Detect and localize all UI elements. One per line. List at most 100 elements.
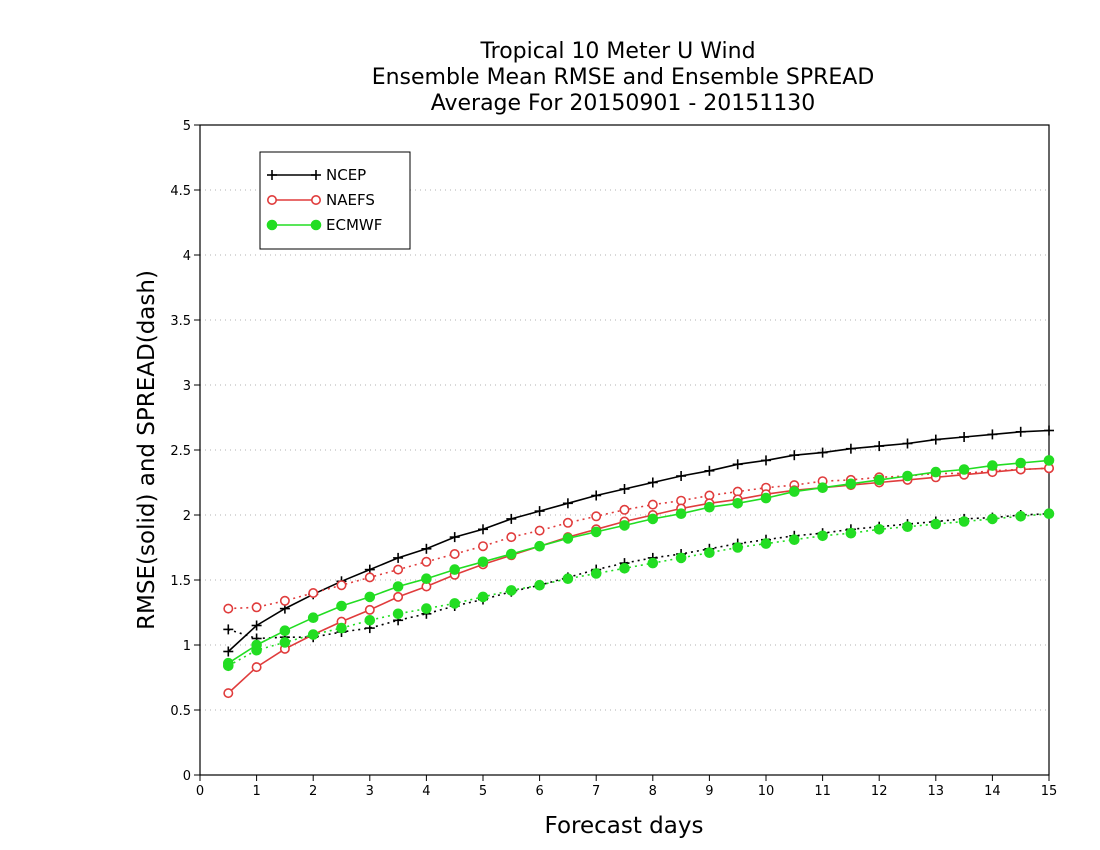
- legend-marker-naefs: [266, 195, 277, 206]
- naefs-rmse-point: [393, 591, 404, 602]
- naefs-spread-point: [364, 572, 375, 583]
- ecmwf-rmse-point: [930, 466, 942, 478]
- ecmwf-spread-point: [392, 608, 404, 620]
- legend: NCEP NAEFS ECMWF: [259, 151, 411, 250]
- y-tick-label: 3: [183, 379, 191, 394]
- ecmwf-rmse-point: [987, 460, 998, 471]
- legend-entry-ncep: NCEP: [267, 166, 366, 184]
- ecmwf-spread-point: [675, 552, 687, 564]
- legend-marker-ecmwf: [266, 219, 278, 231]
- x-tick-label: 6: [535, 784, 543, 799]
- ncep-rmse-point: [393, 552, 404, 563]
- ecmwf-spread-point: [987, 513, 998, 525]
- ecmwf-rmse-point: [534, 540, 545, 552]
- y-tick-label: 1: [183, 639, 191, 654]
- naefs-rmse-line: [227, 467, 1050, 694]
- legend-label-ecmwf: ECMWF: [326, 216, 382, 234]
- ecmwf-rmse-point: [392, 581, 404, 592]
- ncep-rmse-point: [902, 438, 913, 449]
- legend-marker-ncep: [311, 170, 321, 180]
- ecmwf-spread-point: [336, 622, 347, 634]
- x-tick-label: 13: [928, 784, 945, 799]
- legend-entry-ecmwf: ECMWF: [266, 216, 382, 234]
- y-tick-label: 2: [183, 509, 191, 524]
- y-tick-label: 1.5: [170, 574, 191, 589]
- ecmwf-spread-point: [732, 542, 744, 553]
- naefs-rmse-point: [251, 662, 262, 673]
- ecmwf-spread-point: [647, 557, 659, 569]
- ecmwf-spread-point: [789, 534, 800, 546]
- naefs-spread-point: [449, 548, 460, 559]
- ecmwf-rmse-line: [227, 459, 1050, 664]
- ncep-rmse-point: [478, 524, 488, 535]
- ncep-rmse-point: [534, 506, 545, 517]
- legend-entry-naefs: NAEFS: [266, 191, 375, 209]
- ecmwf-rmse-point: [732, 498, 744, 509]
- ncep-rmse-point: [930, 434, 941, 445]
- ncep-rmse-point: [1044, 425, 1054, 436]
- series-ecmwf-spread: [223, 508, 1055, 672]
- x-tick-label: 7: [592, 784, 600, 799]
- x-tick-label: 3: [366, 784, 374, 799]
- chart-title-line-2: Ensemble Mean RMSE and Ensemble SPREAD: [372, 65, 875, 90]
- naefs-spread-point: [477, 541, 488, 552]
- ncep-rmse-point: [619, 484, 630, 494]
- series-group: [223, 425, 1055, 699]
- x-tick-label: 14: [984, 784, 1001, 799]
- y-tick-label: 3.5: [170, 314, 191, 329]
- ecmwf-rmse-point: [590, 526, 602, 538]
- ecmwf-spread-point: [845, 527, 857, 539]
- ecmwf-rmse-point: [562, 533, 574, 544]
- ecmwf-spread-point: [449, 598, 461, 609]
- ecmwf-rmse-point: [958, 464, 970, 475]
- ncep-rmse-point: [676, 471, 687, 481]
- x-tick-label: 0: [196, 784, 204, 799]
- y-tick-label: 2.5: [170, 444, 191, 459]
- x-tick-label: 5: [479, 784, 487, 799]
- ncep-rmse-point: [987, 429, 998, 440]
- naefs-spread-line: [228, 467, 1050, 610]
- x-tick-label: 10: [758, 784, 775, 799]
- ecmwf-spread-point: [562, 573, 574, 585]
- chart-title-line-1: Tropical 10 Meter U Wind: [479, 39, 755, 64]
- naefs-spread-point: [562, 517, 573, 528]
- ncep-rmse-point: [562, 498, 573, 509]
- ncep-spread-line: [228, 512, 1050, 640]
- y-tick-label: 5: [183, 119, 191, 134]
- ncep-rmse-point: [704, 465, 715, 476]
- ecmwf-spread-point: [930, 518, 942, 530]
- legend-marker-ncep: [267, 170, 277, 180]
- y-tick-label: 4.5: [170, 184, 191, 199]
- ncep-rmse-point: [421, 543, 432, 554]
- grid: [200, 189, 1049, 711]
- x-tick-label: 11: [814, 784, 831, 799]
- ncep-rmse-point: [223, 646, 234, 657]
- y-tick-label: 0: [183, 769, 191, 784]
- ncep-rmse-point: [449, 532, 460, 543]
- ecmwf-rmse-point: [364, 591, 376, 603]
- series-ncep-spread: [223, 508, 1054, 644]
- ecmwf-spread-point: [421, 603, 432, 614]
- ncep-rmse-point: [789, 450, 800, 461]
- naefs-spread-point: [647, 499, 658, 510]
- ecmwf-rmse-point: [1015, 457, 1027, 469]
- y-tick-label: 0.5: [170, 704, 191, 719]
- ecmwf-spread-point: [817, 530, 828, 542]
- ecmwf-spread-point: [619, 563, 630, 574]
- ecmwf-rmse-point: [506, 548, 517, 560]
- ecmwf-rmse-point: [421, 573, 432, 585]
- y-axis-label: RMSE(solid) and SPREAD(dash): [134, 270, 160, 630]
- ecmwf-rmse-point: [307, 612, 319, 624]
- ecmwf-rmse-point: [223, 657, 234, 669]
- ecmwf-spread-point: [760, 538, 772, 549]
- ncep-spread-point: [223, 624, 234, 635]
- naefs-spread-point: [336, 580, 347, 591]
- legend-label-naefs: NAEFS: [326, 191, 375, 209]
- ecmwf-rmse-point: [449, 564, 461, 575]
- naefs-spread-point: [591, 511, 602, 522]
- ecmwf-rmse-point: [789, 486, 800, 497]
- series-ecmwf-rmse: [223, 455, 1055, 669]
- chart-title-line-3: Average For 20150901 - 20151130: [431, 91, 816, 116]
- ecmwf-spread-point: [279, 637, 291, 648]
